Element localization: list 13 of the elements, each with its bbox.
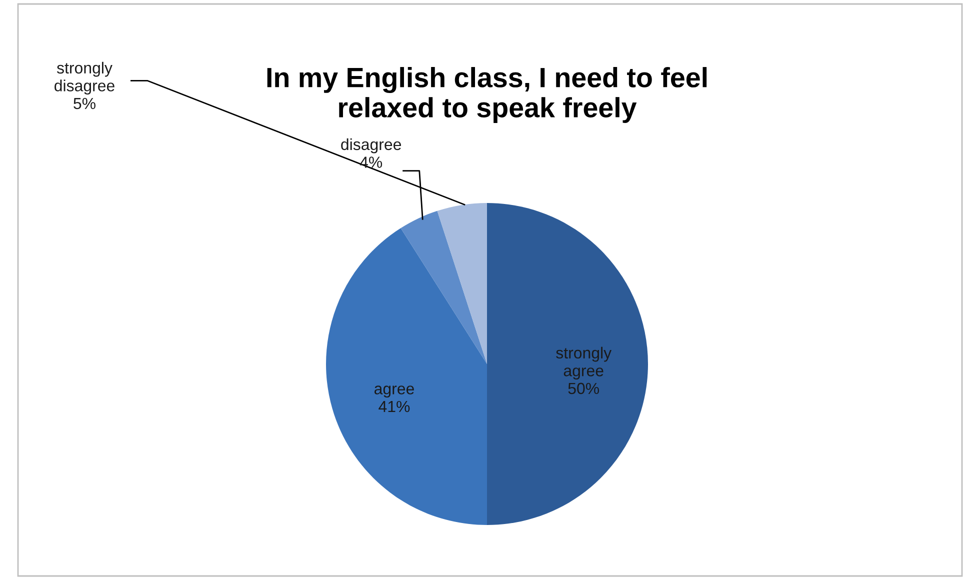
data-label: 5%: [74, 98, 96, 110]
slice-label: agree: [374, 386, 414, 398]
data-label: 50%: [568, 382, 600, 394]
text: In my English class, I need to feel relaxed to speak freely: [267, 67, 707, 123]
pie-slice: [487, 203, 648, 525]
slice-label: disagree: [341, 138, 402, 154]
pie-slice: [437, 203, 487, 364]
slice-label: strongly agree: [556, 346, 612, 380]
slice-label: strongly disagree: [54, 62, 114, 95]
pie-slice: [400, 210, 487, 364]
data-label: 4%: [360, 156, 382, 168]
data-label: 41%: [378, 400, 410, 412]
pie-slice: [326, 228, 487, 525]
